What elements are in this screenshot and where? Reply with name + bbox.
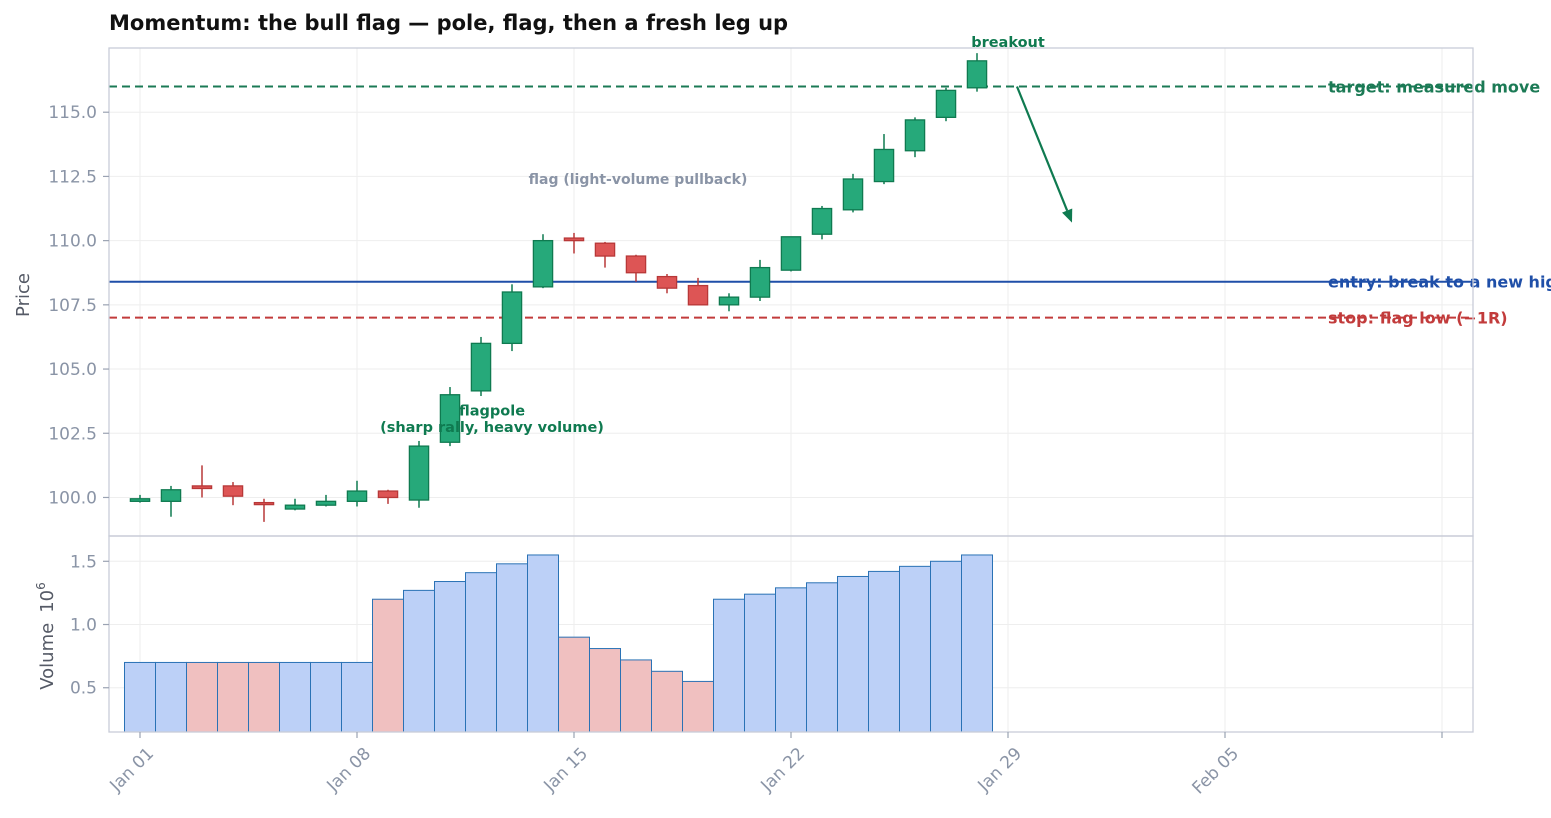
flagpole-annotation-line2: (sharp rally, heavy volume) (380, 420, 604, 436)
x-tick-label: Jan 01 (106, 744, 159, 797)
x-tick-label: Jan 29 (974, 744, 1027, 797)
candle-body (780, 236, 802, 271)
volume-bar (217, 661, 249, 733)
candle-body (284, 504, 306, 510)
volume-axis-label: Volume 106 (34, 582, 58, 690)
volume-bar (651, 670, 683, 733)
candle-body (563, 237, 585, 242)
volume-bar (682, 680, 714, 733)
candle-body (408, 445, 430, 501)
volume-bar (837, 575, 869, 733)
volume-bar (279, 661, 311, 733)
volume-bar (961, 554, 993, 733)
candle-body (253, 501, 275, 506)
candle-body (222, 485, 244, 497)
price-tick-label: 105.0 (48, 360, 97, 380)
price-axis-label: Price (13, 273, 34, 317)
volume-bar (341, 661, 373, 733)
breakout-annotation: breakout (971, 35, 1045, 51)
candle-body (315, 500, 337, 506)
entry-label: entry: break to a new high (1328, 273, 1551, 292)
flagpole-annotation-line1: flagpole (459, 403, 525, 419)
volume-tick-label: 1.0 (70, 616, 97, 636)
candle-body (904, 119, 926, 152)
x-tick-label: Jan 22 (757, 744, 810, 797)
annotations: breakout flag (light-volume pullback) fl… (380, 35, 1073, 436)
volume-bar (744, 593, 776, 733)
candle-body (749, 266, 771, 298)
candle-body (346, 490, 368, 502)
price-tick-label: 107.5 (48, 296, 97, 316)
candle-body (439, 394, 461, 443)
x-tick-label: Feb 05 (1188, 744, 1243, 799)
candle-body (625, 255, 647, 274)
volume-bar (620, 659, 652, 733)
candle-body (718, 296, 740, 306)
candle-body (935, 89, 957, 118)
x-tick-label: Jan 08 (323, 744, 376, 797)
volume-bar (713, 598, 745, 733)
volume-bar (775, 587, 807, 733)
volume-bar (372, 598, 404, 733)
volume-bar (589, 648, 621, 733)
volume-axis-exponent-power: 6 (34, 582, 48, 590)
price-tick-label: 115.0 (48, 103, 97, 123)
candle-body (873, 148, 895, 183)
volume-bar (899, 565, 931, 733)
volume-bar (930, 560, 962, 733)
price-tick-label: 102.5 (48, 424, 97, 444)
breakout-arrow-head (1062, 208, 1073, 223)
price-gridlines (109, 48, 1473, 536)
volume-bar (465, 572, 497, 733)
volume-tick-label: 1.5 (70, 552, 97, 572)
volume-bar (186, 661, 218, 733)
volume-bar (868, 570, 900, 733)
breakout-arrow (1015, 86, 1069, 212)
volume-bars (124, 554, 993, 733)
candle-body (191, 485, 213, 490)
volume-y-tick-labels: 0.5 1.0 1.5 (70, 552, 109, 699)
price-tick-label: 100.0 (48, 488, 97, 508)
volume-tick-label: 0.5 (70, 679, 97, 699)
candle-body (129, 498, 151, 502)
candle-body (160, 489, 182, 502)
volume-bar (248, 661, 280, 733)
candle-body (532, 239, 554, 288)
volume-bar (558, 636, 590, 733)
volume-bar (155, 661, 187, 733)
price-y-tick-labels: 100.0 102.5 105.0 107.5 110.0 112.5 115.0 (48, 103, 109, 508)
candle-body (842, 178, 864, 211)
volume-bar (310, 661, 342, 733)
candle-body (501, 291, 523, 345)
price-tick-label: 112.5 (48, 167, 97, 187)
candle-body (470, 342, 492, 392)
candles (129, 53, 988, 522)
volume-axis-label-text: Volume (37, 623, 58, 690)
candle-body (377, 490, 399, 499)
chart-title: Momentum: the bull flag — pole, flag, th… (109, 11, 788, 35)
volume-axis-exponent-base: 10 (37, 590, 58, 613)
x-tick-label: Jan 15 (540, 744, 593, 797)
volume-bar (434, 581, 466, 733)
target-label: target: measured move (1328, 78, 1540, 97)
x-tick-labels: Jan 01 Jan 08 Jan 15 Jan 22 Jan 29 Feb 05 (106, 732, 1443, 799)
volume-bar (527, 554, 559, 733)
candle-body (687, 284, 709, 306)
candle-body (656, 275, 678, 289)
candle-body (811, 207, 833, 235)
candle-body (966, 60, 988, 89)
price-tick-label: 110.0 (48, 232, 97, 252)
volume-bar (496, 563, 528, 733)
stop-label: stop: flag low (−1R) (1328, 309, 1508, 328)
flag-annotation: flag (light-volume pullback) (529, 172, 748, 188)
volume-bar (124, 661, 156, 733)
volume-bar (403, 589, 435, 733)
price-levels: target: measured move entry: break to a n… (109, 78, 1551, 328)
volume-bar (806, 582, 838, 733)
candle-body (594, 242, 616, 257)
